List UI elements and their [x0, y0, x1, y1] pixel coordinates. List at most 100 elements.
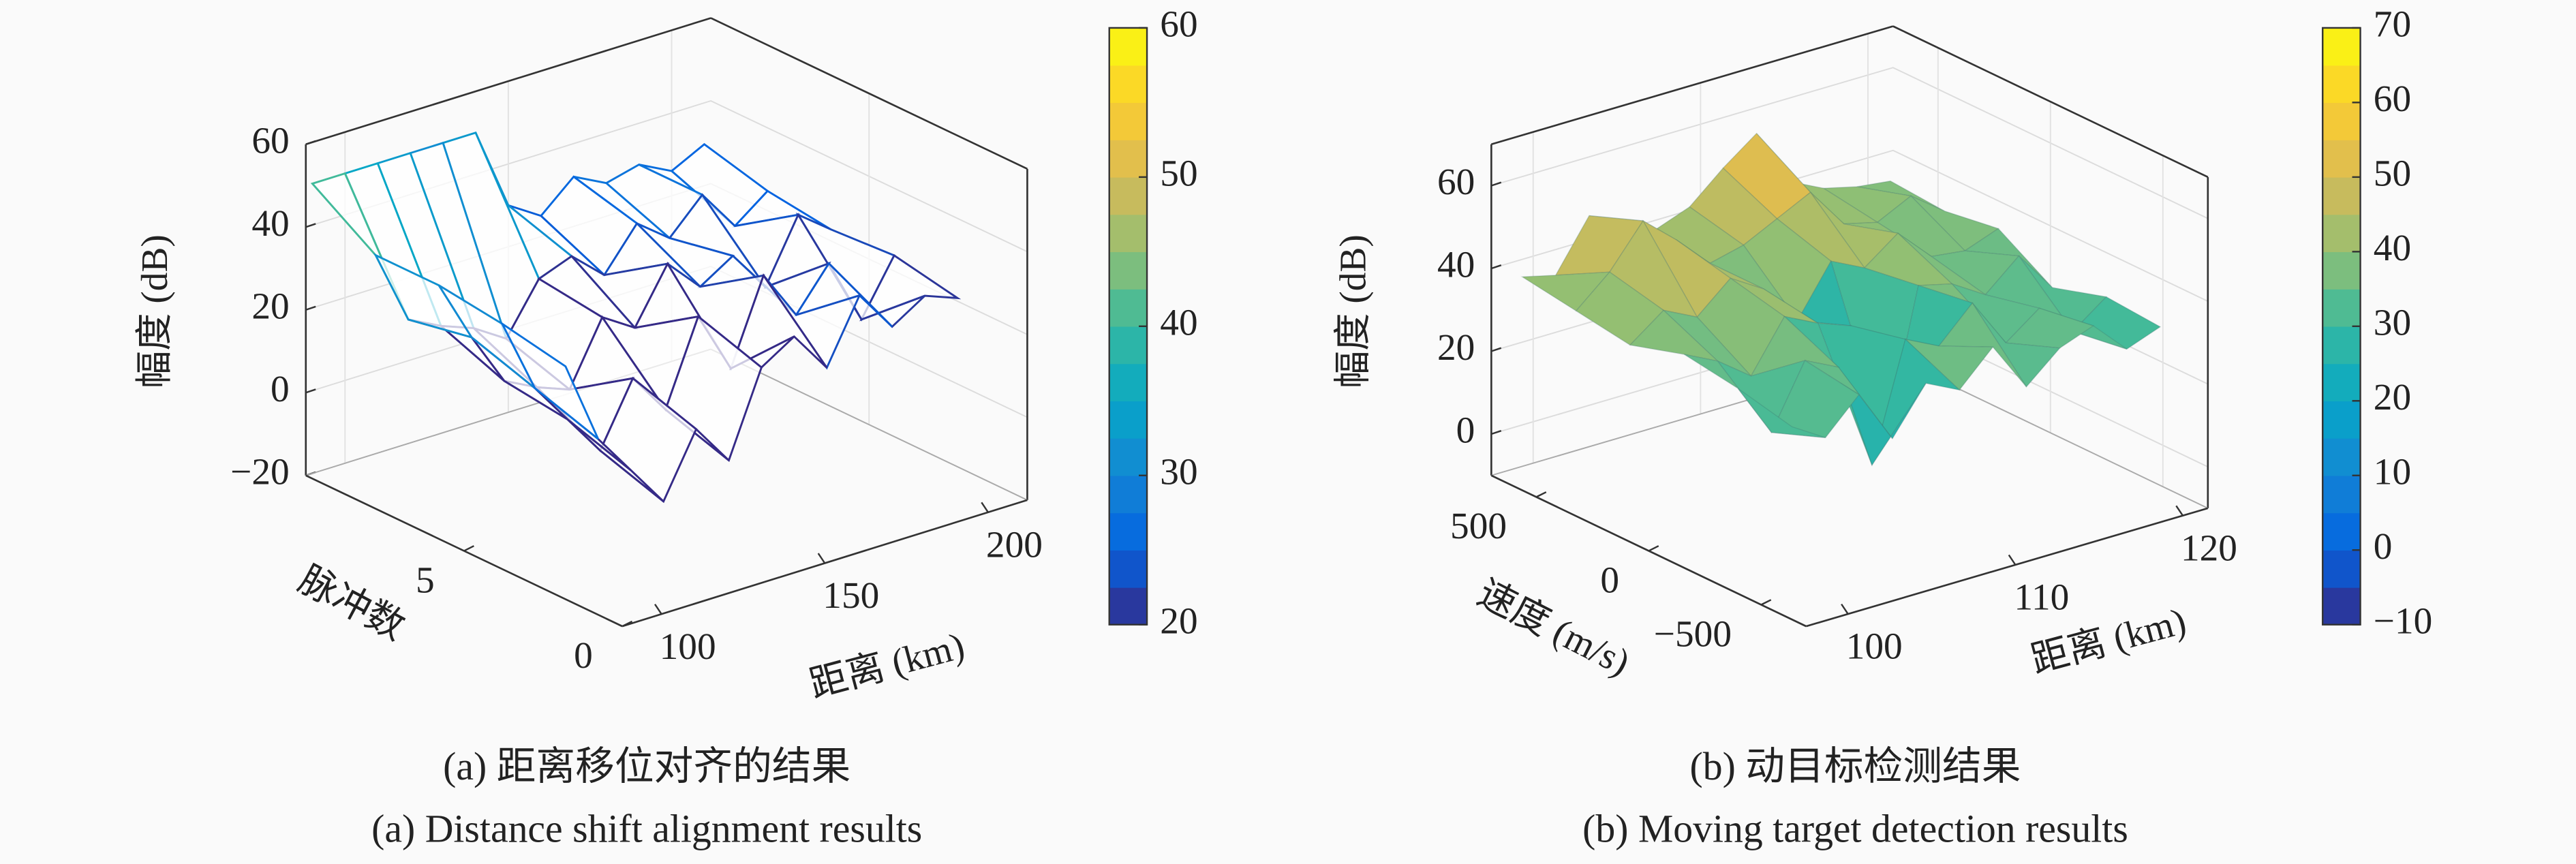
surface-patch	[1856, 180, 1945, 212]
x-tick	[2008, 554, 2017, 566]
colorbar-band	[2322, 363, 2361, 402]
colorbar-band	[1109, 102, 1148, 140]
z-tick	[1490, 181, 1502, 187]
surface-patch	[1843, 221, 1932, 258]
y-tick-label: 500	[1450, 505, 1507, 546]
x-tick-label: 150	[823, 574, 879, 616]
y-tick	[1535, 491, 1547, 498]
colorbar-tick-label: 30	[1160, 450, 1197, 492]
colorbar-band	[2322, 587, 2361, 626]
z-tick-label: 20	[1437, 326, 1475, 368]
mesh-patch	[500, 320, 600, 440]
surface-patch	[1730, 277, 1819, 324]
y-tick	[463, 545, 474, 552]
colorbar-band	[2322, 401, 2361, 439]
z-tick	[1490, 430, 1502, 435]
surface-patch	[1918, 283, 2006, 343]
caption: (b) 动目标检测结果	[1690, 745, 2021, 788]
axis-edge	[1892, 25, 2209, 179]
z-tick	[305, 223, 316, 228]
colorbar-tick-label: −10	[2374, 600, 2433, 641]
colorbar-band	[2322, 475, 2361, 514]
y-tick-label: −500	[1654, 613, 1732, 654]
z-tick-label: 60	[251, 119, 289, 161]
axis-edge	[710, 17, 1028, 170]
x-tick-label: 110	[2014, 576, 2069, 618]
surface-patch	[1776, 191, 1866, 269]
colorbar-band	[1109, 401, 1148, 439]
colorbar-band	[2322, 326, 2361, 365]
z-tick	[1490, 347, 1502, 352]
colorbar-band	[1109, 363, 1148, 402]
colorbar-band	[2322, 102, 2361, 140]
colorbar-band	[2322, 289, 2361, 327]
colorbar-band	[1109, 65, 1148, 104]
z-tick-label: 60	[1437, 161, 1475, 202]
colorbar-tick-label: 10	[2374, 450, 2411, 492]
surface-patch	[1642, 219, 1732, 318]
z-tick-label: 40	[251, 202, 289, 244]
grid-line	[1491, 67, 2209, 219]
y-tick	[1760, 599, 1772, 606]
colorbar-band	[1109, 251, 1148, 290]
surface-patch	[1737, 388, 1826, 438]
z-tick-label: 40	[1437, 244, 1475, 286]
colorbar-tick-label: 50	[1160, 153, 1197, 194]
caption: (a) Distance shift alignment results	[371, 808, 922, 851]
colorbar-tick-label: 50	[2374, 153, 2411, 194]
colorbar-band	[2322, 251, 2361, 290]
colorbar-band	[1109, 587, 1148, 626]
y-tick	[1648, 545, 1659, 552]
colorbar-band	[2322, 550, 2361, 588]
colorbar-band	[1109, 289, 1148, 327]
colorbar-band	[2322, 176, 2361, 215]
surface-patch	[1937, 302, 2027, 388]
colorbar-band	[2322, 438, 2361, 476]
y-tick	[622, 620, 633, 628]
x-tick	[2175, 505, 2183, 516]
x-tick	[981, 502, 989, 513]
colorbar-band	[1109, 140, 1148, 178]
z-axis-label: 幅度 (dB)	[1332, 234, 1374, 388]
axis-edge	[1490, 25, 1894, 146]
colorbar-band	[1109, 176, 1148, 215]
colorbar-tick-label: 60	[2374, 78, 2411, 119]
z-tick	[305, 305, 316, 311]
x-tick-label: 120	[2181, 527, 2237, 568]
z-tick-label: 0	[1456, 410, 1475, 451]
colorbar-band	[1109, 512, 1148, 551]
x-tick-label: 100	[1846, 626, 1903, 667]
colorbar-band	[1109, 326, 1148, 365]
axis-edge	[305, 17, 711, 145]
x-tick	[817, 553, 826, 564]
z-tick	[1490, 264, 1502, 270]
y-tick-label: 0	[1600, 559, 1619, 600]
colorbar-band	[1109, 214, 1148, 253]
caption: (b) Moving target detection results	[1582, 808, 2128, 851]
z-tick	[305, 388, 316, 394]
colorbar-tick-label: 60	[1160, 3, 1197, 45]
colorbar-band	[2322, 65, 2361, 104]
surface-patch	[1629, 309, 1719, 362]
colorbar-band	[2322, 512, 2361, 551]
colorbar-band	[2322, 27, 2361, 66]
x-tick	[1841, 603, 1849, 615]
colorbar-tick-label: 20	[1160, 600, 1197, 641]
colorbar-band	[2322, 214, 2361, 253]
colorbar-tick-label: 70	[2374, 3, 2411, 45]
colorbar-band	[1109, 475, 1148, 514]
colorbar-tick-label: 20	[2374, 376, 2411, 418]
colorbar-tick-label: 40	[2374, 227, 2411, 268]
colorbar-band	[2322, 140, 2361, 178]
y-tick-label: 0	[574, 634, 593, 676]
caption: (a) 距离移位对齐的结果	[443, 745, 850, 788]
z-tick-label: 0	[271, 368, 290, 410]
x-tick	[654, 604, 662, 615]
y-tick-label: 5	[416, 559, 435, 600]
colorbar-tick-label: 30	[2374, 302, 2411, 343]
x-tick-label: 100	[660, 626, 716, 667]
